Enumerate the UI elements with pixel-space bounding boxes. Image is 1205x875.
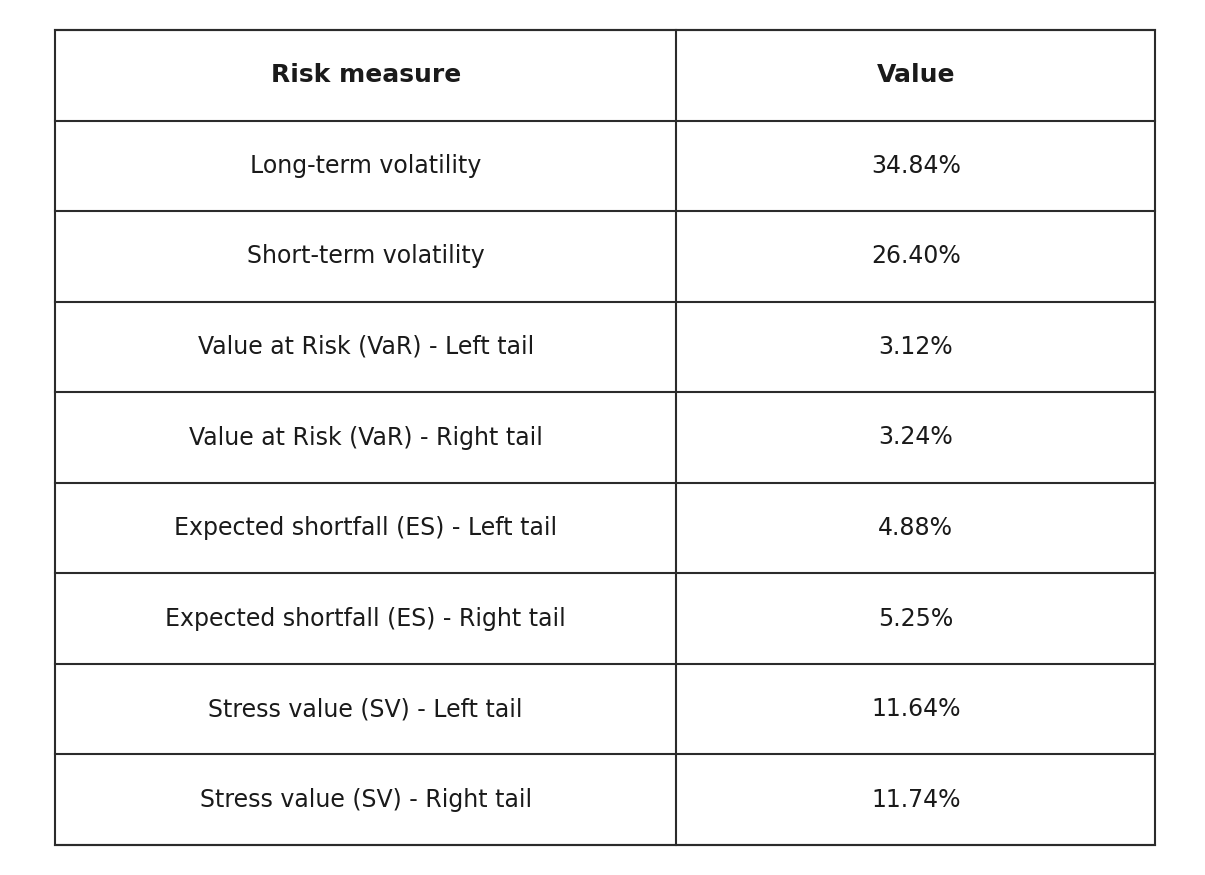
Text: Risk measure: Risk measure bbox=[271, 63, 460, 88]
Text: 11.74%: 11.74% bbox=[871, 788, 960, 812]
Text: Stress value (SV) - Left tail: Stress value (SV) - Left tail bbox=[208, 697, 523, 721]
Text: Long-term volatility: Long-term volatility bbox=[251, 154, 482, 178]
Text: 3.24%: 3.24% bbox=[878, 425, 953, 450]
Text: 3.12%: 3.12% bbox=[878, 335, 953, 359]
Text: 5.25%: 5.25% bbox=[878, 606, 953, 631]
Text: 11.64%: 11.64% bbox=[871, 697, 960, 721]
Text: Value at Risk (VaR) - Left tail: Value at Risk (VaR) - Left tail bbox=[198, 335, 534, 359]
Text: Stress value (SV) - Right tail: Stress value (SV) - Right tail bbox=[200, 788, 531, 812]
Text: Expected shortfall (ES) - Left tail: Expected shortfall (ES) - Left tail bbox=[175, 516, 557, 540]
Text: 34.84%: 34.84% bbox=[871, 154, 960, 178]
Text: 26.40%: 26.40% bbox=[871, 244, 960, 269]
Text: Expected shortfall (ES) - Right tail: Expected shortfall (ES) - Right tail bbox=[165, 606, 566, 631]
Text: 4.88%: 4.88% bbox=[878, 516, 953, 540]
Text: Value: Value bbox=[876, 63, 956, 88]
Text: Short-term volatility: Short-term volatility bbox=[247, 244, 484, 269]
Text: Value at Risk (VaR) - Right tail: Value at Risk (VaR) - Right tail bbox=[189, 425, 542, 450]
